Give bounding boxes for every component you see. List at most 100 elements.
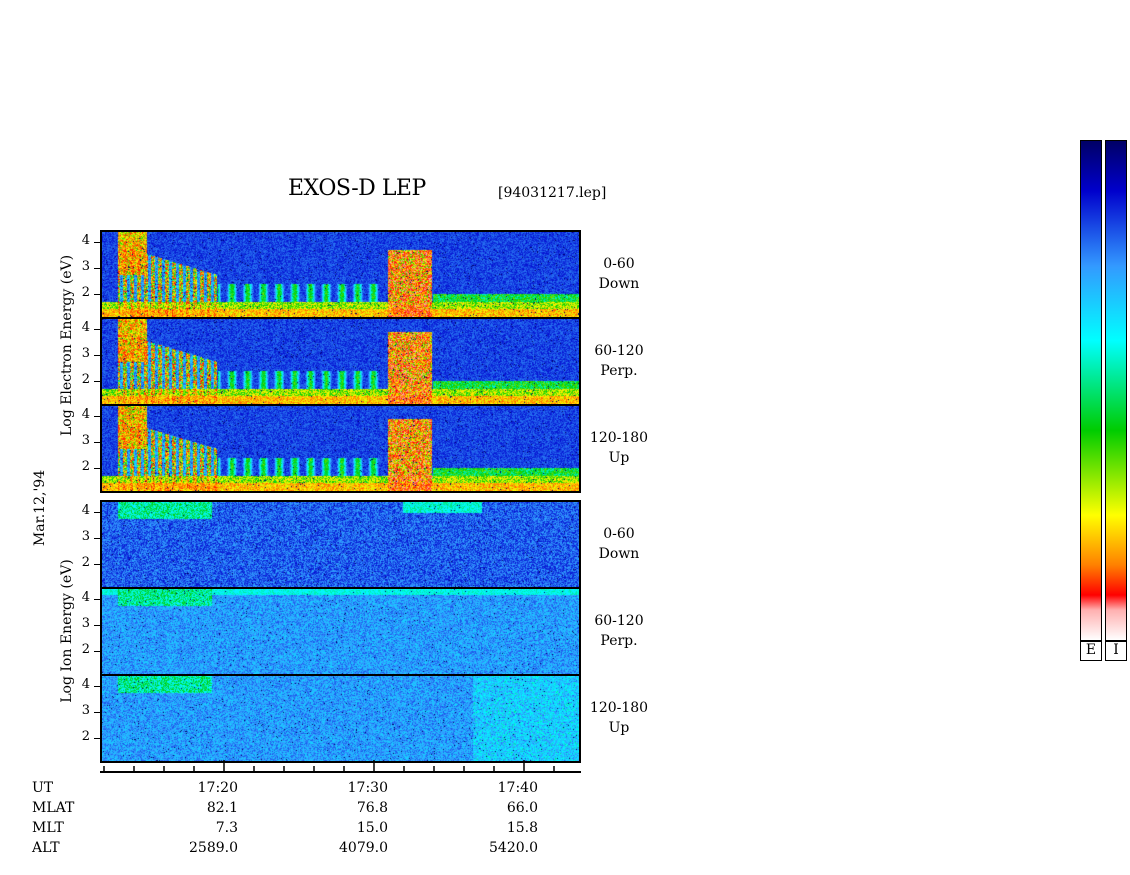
energy-tick-mark [94, 712, 100, 713]
channel-label: 60-120 Perp. [584, 341, 654, 381]
energy-tick-label: 4 [81, 233, 90, 248]
energy-tick-mark [94, 329, 100, 330]
energy-tick-label: 3 [81, 433, 90, 448]
energy-tick-label: 2 [81, 459, 90, 474]
pitch-direction: Up [608, 450, 630, 466]
energy-tick-label: 2 [81, 729, 90, 744]
orbit-value: 4079.0 [339, 840, 388, 856]
ion-panel-perp [100, 587, 581, 676]
pitch-direction: Perp. [600, 633, 638, 649]
colorbar-ion-key: I [1105, 641, 1127, 661]
electron-panel-up [100, 404, 581, 493]
energy-tick-mark [94, 651, 100, 652]
orbit-value: 17:30 [347, 780, 388, 796]
channel-label: 60-120 Perp. [584, 611, 654, 651]
energy-tick-label: 3 [81, 529, 90, 544]
energy-tick-label: 4 [81, 320, 90, 335]
energy-tick-label: 2 [81, 285, 90, 300]
energy-tick-mark [94, 468, 100, 469]
pitch-direction: Perp. [600, 363, 638, 379]
energy-tick-mark [94, 599, 100, 600]
energy-tick-label: 2 [81, 555, 90, 570]
channel-label: 0-60 Down [584, 254, 654, 294]
pitch-direction: Down [598, 546, 640, 562]
energy-tick-mark [94, 242, 100, 243]
ion-axis-log: Log [59, 676, 75, 703]
chart-title: EXOS-D LEP [288, 176, 426, 201]
channel-label: 0-60 Down [584, 524, 654, 564]
electron-panel-perp [100, 317, 581, 406]
electron-axis-log: Log [59, 409, 75, 436]
pitch-angle-range: 60-120 [594, 613, 644, 629]
energy-tick-label: 3 [81, 259, 90, 274]
pitch-direction: Up [608, 720, 630, 736]
electron-axis-energy: Energy [59, 288, 75, 340]
energy-tick-label: 3 [81, 703, 90, 718]
energy-tick-mark [94, 294, 100, 295]
energy-tick-mark [94, 442, 100, 443]
energy-tick-label: 4 [81, 503, 90, 518]
channel-label: 120-180 Up [584, 428, 654, 468]
spectrogram-electron-down [102, 232, 579, 317]
ion-axis-unit: (eV) [59, 559, 75, 589]
energy-tick-mark [94, 738, 100, 739]
electron-axis-label: Log Electron Energy (eV) [59, 255, 75, 436]
pitch-angle-range: 60-120 [594, 343, 644, 359]
ion-panel-down [100, 500, 581, 589]
orbit-value: 5420.0 [489, 840, 538, 856]
orbit-value: 2589.0 [189, 840, 238, 856]
energy-tick-label: 4 [81, 407, 90, 422]
energy-tick-mark [94, 416, 100, 417]
colorbar-electron-key: E [1080, 641, 1102, 661]
spectrogram-electron-up [102, 406, 579, 491]
ion-panel-up [100, 674, 581, 763]
orbit-row-label: ALT [32, 840, 60, 856]
colorbar-ion [1105, 140, 1127, 641]
pitch-angle-range: 0-60 [603, 526, 635, 542]
energy-tick-label: 4 [81, 677, 90, 692]
energy-tick-label: 2 [81, 372, 90, 387]
energy-tick-label: 2 [81, 642, 90, 657]
colorbar-electron [1080, 140, 1102, 641]
orbit-row-label: UT [32, 780, 54, 796]
energy-tick-label: 3 [81, 346, 90, 361]
file-name: [94031217.lep] [498, 185, 607, 201]
energy-tick-mark [94, 512, 100, 513]
energy-tick-mark [94, 355, 100, 356]
pitch-angle-range: 120-180 [589, 700, 649, 716]
channel-label: 120-180 Up [584, 698, 654, 738]
ion-axis-species: Ion [59, 648, 75, 672]
orbit-value: 17:40 [497, 780, 538, 796]
energy-tick-mark [94, 625, 100, 626]
electron-axis-unit: (eV) [59, 254, 75, 285]
date-label: Mar.12,'94 [32, 469, 48, 547]
energy-tick-mark [94, 268, 100, 269]
orbit-row-label: MLAT [32, 800, 75, 816]
spectrogram-ion-up [102, 676, 579, 761]
orbit-value: 76.8 [356, 800, 388, 816]
energy-tick-mark [94, 686, 100, 687]
energy-tick-mark [94, 538, 100, 539]
orbit-row-label: MLT [32, 820, 64, 836]
energy-tick-mark [94, 381, 100, 382]
pitch-direction: Down [598, 276, 640, 292]
pitch-angle-range: 120-180 [589, 430, 649, 446]
energy-tick-mark [94, 564, 100, 565]
spectrogram-electron-perp [102, 319, 579, 404]
orbit-value: 15.0 [356, 820, 388, 836]
energy-tick-label: 3 [81, 616, 90, 631]
electron-panel-down [100, 230, 581, 319]
orbit-value: 66.0 [506, 800, 538, 816]
electron-axis-species: Electron [59, 344, 75, 405]
orbit-value: 17:20 [197, 780, 238, 796]
orbit-value: 15.8 [506, 820, 538, 836]
orbit-value: 82.1 [206, 800, 238, 816]
ion-axis-label: Log Ion Energy (eV) [59, 556, 75, 706]
spectrogram-ion-perp [102, 589, 579, 674]
spectrogram-ion-down [102, 502, 579, 587]
energy-tick-label: 4 [81, 590, 90, 605]
pitch-angle-range: 0-60 [603, 256, 635, 272]
ion-axis-energy: Energy [59, 593, 75, 645]
time-axis [100, 760, 581, 773]
orbit-value: 7.3 [215, 820, 238, 836]
